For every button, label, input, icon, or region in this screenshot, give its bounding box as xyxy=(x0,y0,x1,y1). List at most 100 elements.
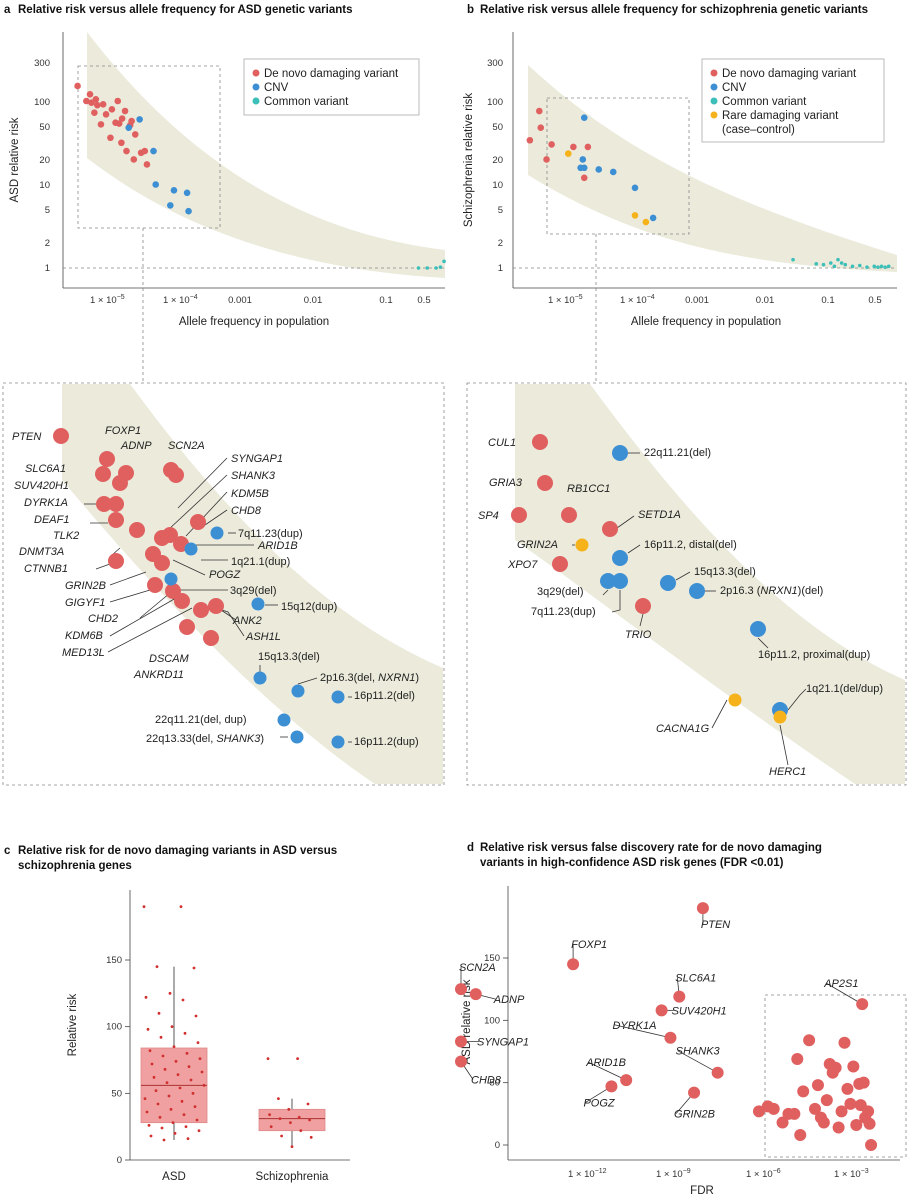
data-point xyxy=(609,168,617,176)
point-label: PTEN xyxy=(701,919,730,931)
data-point xyxy=(820,1094,833,1107)
panel-b-legend xyxy=(701,58,885,143)
gene-label: DYRK1A xyxy=(24,497,68,509)
panel-b-ytick: 1 xyxy=(498,263,503,274)
gene-point xyxy=(561,507,577,523)
data-point xyxy=(595,166,603,173)
data-point xyxy=(767,1102,780,1115)
leader-line xyxy=(167,474,228,531)
data-point xyxy=(580,174,588,182)
data-point xyxy=(605,1080,618,1093)
data-point xyxy=(150,147,157,155)
data-point xyxy=(548,141,555,148)
panel-c-title-line2: schizophrenia genes xyxy=(18,860,132,872)
panel-d-points xyxy=(455,902,878,1151)
cnv-label: 15q13.3(del) xyxy=(694,566,756,578)
gene-label: SETD1A xyxy=(638,509,681,521)
gene-point xyxy=(537,475,553,491)
gene-label: DSCAM xyxy=(149,653,190,665)
data-point xyxy=(821,262,826,267)
panel-c-cat-asd: ASD xyxy=(162,1171,186,1183)
jitter-point xyxy=(195,1118,199,1122)
data-point xyxy=(688,1086,701,1099)
leader-line xyxy=(185,491,228,537)
panel-a-xtick: 0.1 xyxy=(379,295,392,306)
panel-a-ylabel: ASD relative risk xyxy=(9,117,21,202)
cnv-point xyxy=(600,573,616,589)
data-point xyxy=(797,1085,810,1098)
cnv-label: 16p11.2, distal(del) xyxy=(644,539,737,551)
zoom-b-band xyxy=(515,384,905,784)
data-point xyxy=(565,150,572,157)
data-point xyxy=(841,1082,854,1095)
point-label: SLC6A1 xyxy=(675,973,716,985)
panel-d-xtick: 1 × 10−9 xyxy=(656,1168,691,1180)
gene-label: GIGYF1 xyxy=(65,597,105,609)
gene-point xyxy=(203,630,219,646)
data-point xyxy=(425,266,430,270)
jitter-point xyxy=(142,905,146,909)
gene-point xyxy=(108,512,124,528)
data-point xyxy=(863,1117,876,1130)
data-point xyxy=(442,259,446,264)
gene-label: ANKRD11 xyxy=(133,669,184,681)
cnv-label: 2p16.3 (NRXN1)(del) xyxy=(720,585,823,597)
panel-d-xtick: 1 × 10−6 xyxy=(746,1168,781,1180)
jitter-point xyxy=(266,1057,270,1061)
panel-c-ytick: 150 xyxy=(106,955,122,966)
gene-label: SHANK3 xyxy=(231,470,276,482)
gene-point xyxy=(108,553,124,569)
leader-line xyxy=(177,457,228,509)
gene-label: SLC6A1 xyxy=(25,463,66,475)
gene-label: CHD2 xyxy=(88,613,118,625)
legend-cnv-marker xyxy=(252,83,260,91)
cnv-label: 22q11.21(del) xyxy=(644,447,711,459)
data-point xyxy=(883,265,887,269)
data-point xyxy=(130,156,138,163)
data-point xyxy=(118,115,126,122)
data-point xyxy=(791,1052,804,1065)
panel-a-ytick: 2 xyxy=(45,238,50,249)
leader-line xyxy=(297,677,318,685)
data-point xyxy=(832,264,837,269)
jitter-point xyxy=(165,1081,169,1085)
leader-line xyxy=(757,637,769,649)
cnv-point xyxy=(612,550,628,566)
panel-b-x-ticks: 1 × 10−5 1 × 10−4 0.001 0.01 0.1 0.5 xyxy=(548,294,882,306)
data-point xyxy=(74,82,81,90)
jitter-point xyxy=(297,1115,301,1119)
leader-line xyxy=(95,563,111,570)
data-point xyxy=(123,147,130,155)
gene-label: CHD8 xyxy=(231,505,262,517)
data-point xyxy=(416,266,421,270)
panel-a-xtick: 0.5 xyxy=(417,295,430,306)
panel-d-ytick: 50 xyxy=(489,1078,500,1089)
data-point xyxy=(92,96,100,103)
panel-d-letter: d xyxy=(467,842,474,854)
zoom-b-gene-labels: CUL1 GRIA3 RB1CC1 SP4 SETD1A GRIN2A XPO7… xyxy=(478,437,806,778)
gene-point xyxy=(208,598,224,614)
panel-d-y-ticks: 0 50 100 150 xyxy=(484,953,508,1151)
panel-d: d Relative risk versus false discovery r… xyxy=(455,842,907,1197)
cnv-label: 1q21.1(dup) xyxy=(231,556,290,568)
gene-label: MED13L xyxy=(62,647,105,659)
gene-label: GRIN2A xyxy=(517,539,558,551)
panel-b-ytick: 100 xyxy=(487,97,503,108)
gene-point xyxy=(112,475,128,491)
data-point xyxy=(536,107,543,115)
jitter-point xyxy=(174,1059,178,1063)
cnv-label: 3q29(del) xyxy=(537,586,583,598)
jitter-point xyxy=(184,1125,188,1129)
panel-c-y-ticks: 0 50 100 150 xyxy=(106,955,130,1166)
jitter-point xyxy=(268,1113,271,1117)
data-point xyxy=(128,117,135,125)
jitter-point xyxy=(171,1121,175,1125)
data-point xyxy=(114,97,122,105)
jitter-point xyxy=(161,1054,165,1058)
gene-label: DEAF1 xyxy=(34,514,69,526)
point-label: AP2S1 xyxy=(823,978,858,990)
jitter-point xyxy=(181,998,185,1002)
data-point xyxy=(811,1079,824,1092)
gene-label: ANK2 xyxy=(232,615,262,627)
leader-line xyxy=(204,509,228,526)
